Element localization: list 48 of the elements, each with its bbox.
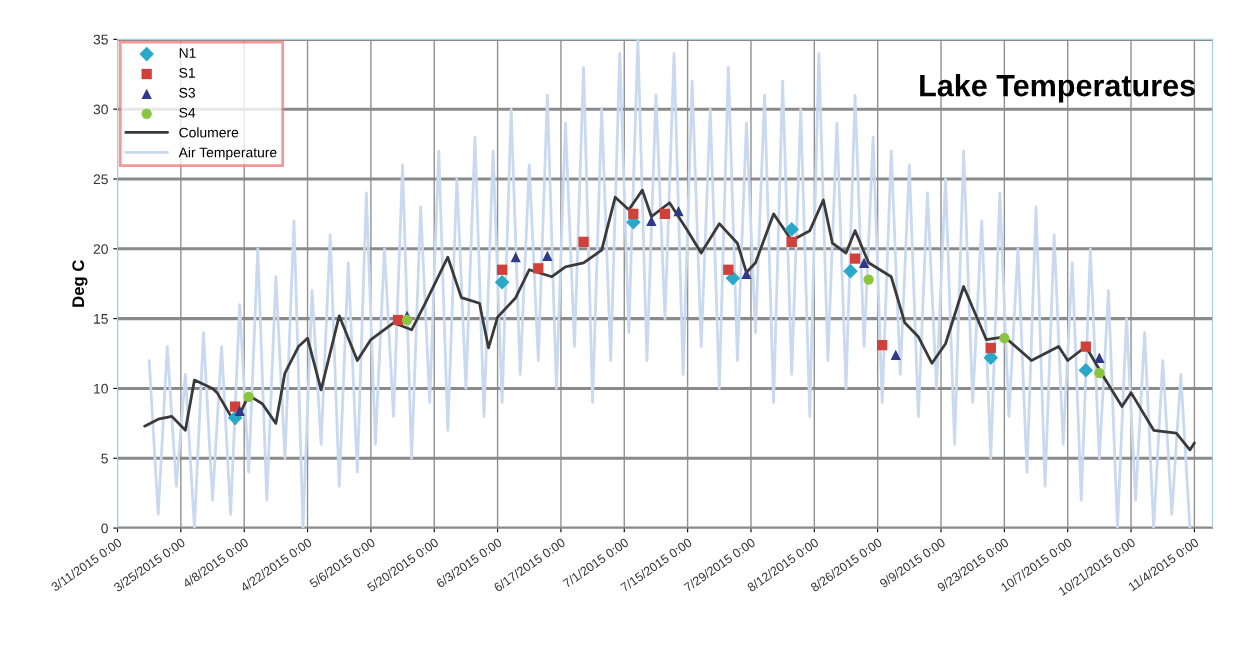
point [849,253,861,264]
point [786,236,797,247]
point [510,252,521,263]
text: Lake Temperatures [920,73,1195,103]
point [659,208,671,220]
y-tick-label: 10 [94,383,108,394]
point [578,236,589,247]
point [858,257,870,268]
point [890,349,901,361]
legend-label: S3 [179,87,195,98]
point [985,342,996,354]
legend-label: Air Temperature [178,147,277,161]
y-tick-label: 30 [93,104,108,115]
point [234,405,245,416]
point [1078,363,1094,378]
point [533,263,544,274]
point [843,263,858,279]
point [999,333,1010,344]
point [673,205,684,217]
y-tick-label: 25 [93,174,108,185]
point [494,275,510,290]
point [392,314,404,326]
point [877,340,888,351]
y-tick-label: 20 [93,244,108,254]
y-axis-title: Deg C [72,260,88,307]
point [863,274,874,285]
y-tick-label: 15 [94,314,108,324]
line-series [143,188,1196,452]
point [646,215,657,227]
point [243,391,254,402]
point [542,250,553,261]
point [784,221,799,237]
legend-label: S4 [179,107,196,118]
point [741,268,752,280]
legend-label: N1 [179,48,196,58]
legend-label: Columere [179,127,239,138]
point [1094,352,1105,363]
point [401,314,413,326]
point [1094,367,1105,379]
y-tick-label: 0 [101,523,108,534]
point [1080,341,1091,352]
point [725,270,741,286]
point [496,264,508,275]
y-tick-label: 35 [93,34,108,45]
point [628,208,639,220]
legend-label: S1 [179,67,195,78]
point [723,264,734,275]
y-tick-label: 5 [101,453,108,464]
